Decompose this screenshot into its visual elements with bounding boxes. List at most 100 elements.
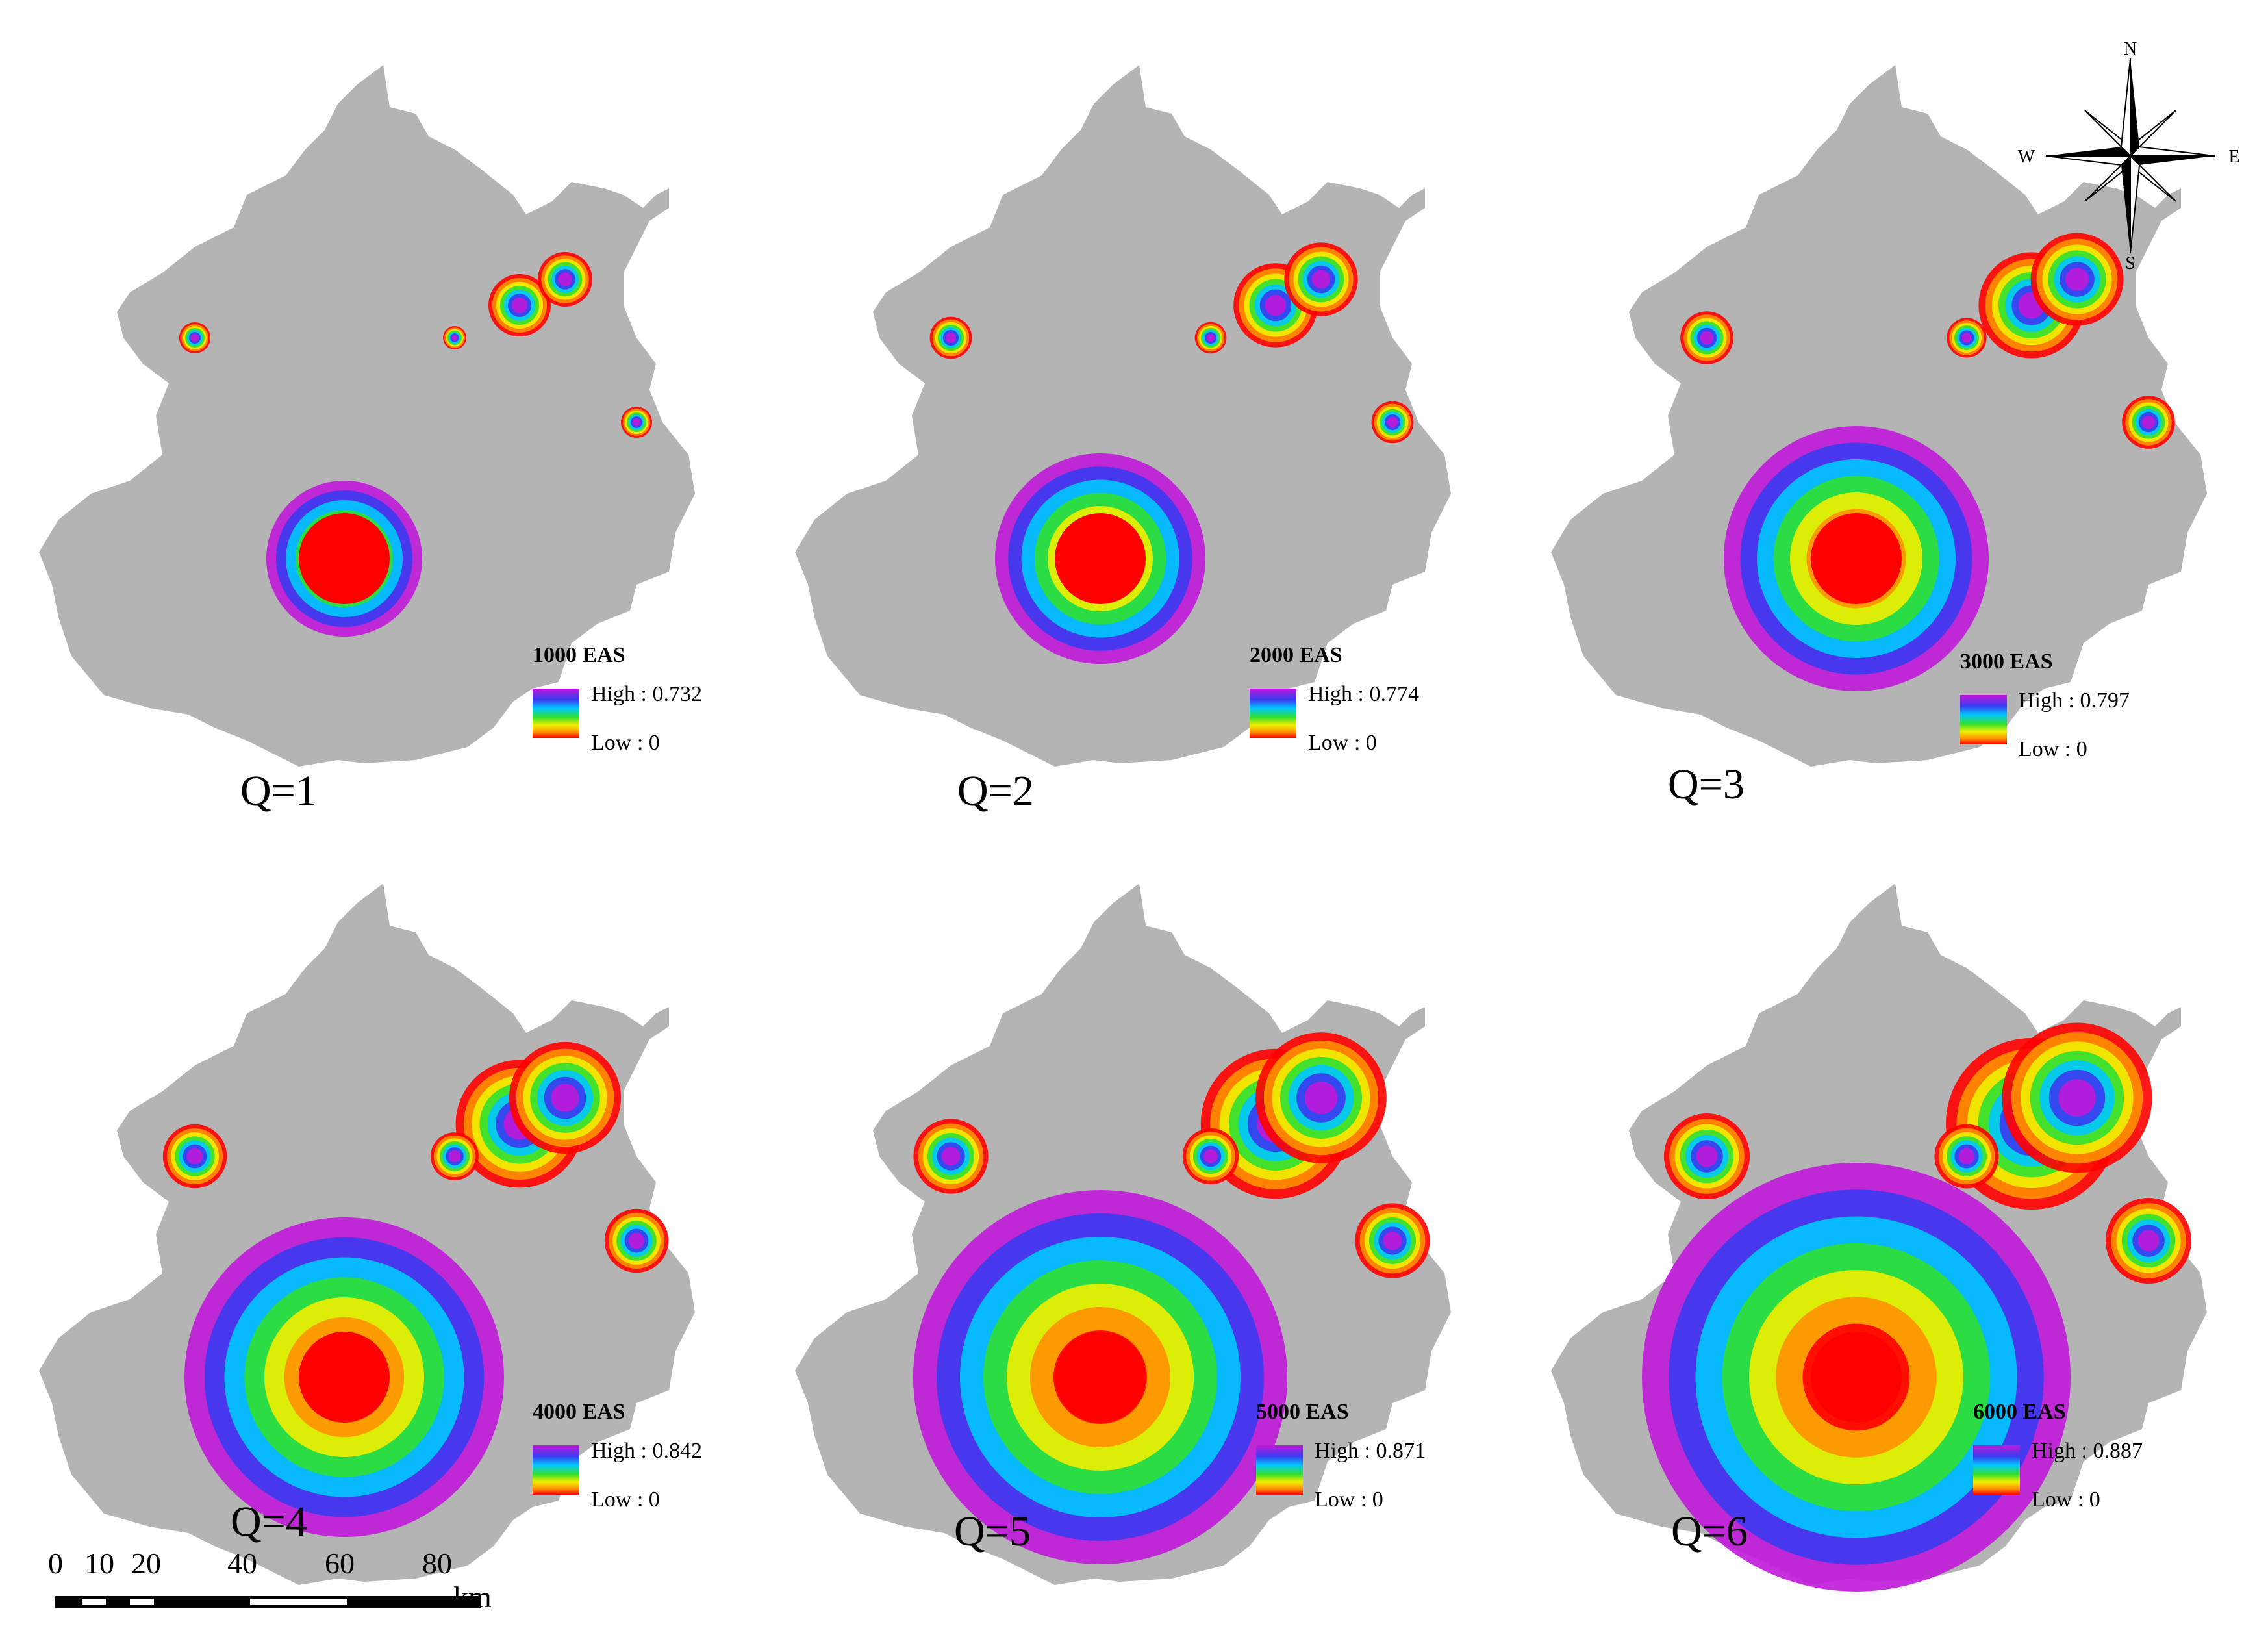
accessibility-hotspot <box>451 335 458 341</box>
accessibility-hotspot <box>448 1150 461 1163</box>
legend: 6000 EAS High : 0.887 Low : 0 <box>1973 1400 2207 1530</box>
accessibility-hotspot <box>191 334 199 342</box>
accessibility-hotspot <box>1958 1148 1975 1165</box>
urban-core <box>1811 513 1902 604</box>
region-map <box>39 883 695 1585</box>
accessibility-hotspot <box>551 1084 579 1112</box>
urban-core <box>299 1332 390 1423</box>
scale-tick: 80 <box>422 1547 452 1580</box>
map-layer <box>39 883 695 1585</box>
accessibility-hotspot <box>2141 415 2156 429</box>
panel-label: Q=6 <box>1671 1508 1748 1555</box>
color-ramp <box>533 1445 579 1495</box>
panel-label: Q=3 <box>1668 761 1745 808</box>
scale-tick: 10 <box>84 1547 114 1580</box>
scale-tick: 40 <box>227 1547 257 1580</box>
legend-title: 6000 EAS <box>1973 1400 2066 1424</box>
map-panel-q3: Q=3 3000 EAS High : 0.797 Low : 0 <box>1512 0 2268 818</box>
accessibility-hotspot <box>186 1148 203 1165</box>
urban-core <box>1811 1332 1902 1423</box>
scale-tick: 20 <box>131 1547 161 1580</box>
panel-label: Q=1 <box>240 767 317 815</box>
region-outline <box>795 65 1451 767</box>
region-outline <box>1551 65 2207 767</box>
legend-low: Low : 0 <box>591 731 660 755</box>
legend-title: 1000 EAS <box>533 643 625 667</box>
region-outline <box>39 65 695 767</box>
legend-low: Low : 0 <box>591 1488 660 1512</box>
map-panel-q6: Q=6 6000 EAS High : 0.887 Low : 0 <box>1512 818 2268 1637</box>
compass-rose-icon: N S E W <box>2018 39 2240 273</box>
scale-tick: 0 <box>48 1547 63 1580</box>
region-map <box>1551 65 2207 767</box>
accessibility-hotspot <box>1304 1081 1338 1115</box>
legend-title: 4000 EAS <box>533 1400 625 1424</box>
color-ramp <box>1960 695 2007 744</box>
accessibility-hotspot <box>1206 333 1215 342</box>
accessibility-hotspot <box>2137 1230 2160 1252</box>
accessibility-hotspot <box>633 418 640 426</box>
accessibility-hotspot <box>628 1232 645 1249</box>
color-ramp <box>1256 1445 1303 1495</box>
scale-bar: 0 10 20 40 60 80 km <box>39 1546 533 1631</box>
legend-low: Low : 0 <box>1315 1488 1383 1512</box>
accessibility-hotspot <box>1383 1231 1402 1250</box>
color-ramp <box>1250 689 1296 738</box>
accessibility-hotspot <box>558 272 572 286</box>
urban-core <box>1055 1332 1146 1423</box>
legend-high: High : 0.797 <box>2019 689 2130 713</box>
color-ramp <box>533 689 579 738</box>
legend: 4000 EAS High : 0.842 Low : 0 <box>533 1400 766 1530</box>
color-ramp <box>1973 1445 2020 1495</box>
accessibility-hotspot <box>2065 268 2089 291</box>
map-panel-q4: Q=4 4000 EAS High : 0.842 Low : 0 <box>0 818 756 1637</box>
region-map <box>795 883 1451 1585</box>
map-layer <box>1551 65 2207 767</box>
legend-low: Low : 0 <box>1308 731 1377 755</box>
legend-title: 2000 EAS <box>1250 643 1342 667</box>
accessibility-hotspot <box>1387 416 1398 428</box>
compass-north: N <box>2124 39 2137 59</box>
scale-bar-graphic <box>55 1596 481 1608</box>
region-map <box>795 65 1451 767</box>
legend-high: High : 0.871 <box>1315 1439 1426 1463</box>
panel-label: Q=2 <box>957 767 1034 815</box>
legend-high: High : 0.842 <box>591 1439 702 1463</box>
compass-east: E <box>2228 147 2239 167</box>
legend: 5000 EAS High : 0.871 Low : 0 <box>1256 1400 1490 1530</box>
legend-low: Low : 0 <box>2019 737 2087 761</box>
legend: 3000 EAS High : 0.797 Low : 0 <box>1960 650 2194 780</box>
region-map <box>1551 883 2207 1592</box>
accessibility-hotspot <box>1700 331 1714 345</box>
compass-west: W <box>2018 147 2035 167</box>
scale-unit: km <box>453 1580 492 1614</box>
map-panel-q5: Q=5 5000 EAS High : 0.871 Low : 0 <box>756 818 1512 1637</box>
legend-high: High : 0.887 <box>2032 1439 2143 1463</box>
accessibility-hotspot <box>1311 270 1331 289</box>
scale-tick: 60 <box>325 1547 355 1580</box>
accessibility-hotspot <box>1696 1145 1718 1167</box>
legend-title: 3000 EAS <box>1960 650 2053 674</box>
map-layer <box>795 883 1451 1585</box>
urban-core <box>1055 513 1146 604</box>
accessibility-hotspot <box>1203 1149 1218 1163</box>
compass-south: S <box>2125 253 2136 273</box>
accessibility-hotspot <box>941 1147 961 1166</box>
legend: 1000 EAS High : 0.732 Low : 0 <box>533 643 766 773</box>
legend-high: High : 0.732 <box>591 682 702 706</box>
map-layer <box>1551 883 2207 1592</box>
urban-core <box>299 513 390 604</box>
legend-low: Low : 0 <box>2032 1488 2100 1512</box>
panel-label: Q=5 <box>954 1508 1031 1555</box>
region-map <box>39 65 695 767</box>
legend: 2000 EAS High : 0.774 Low : 0 <box>1250 643 1483 773</box>
legend-high: High : 0.774 <box>1308 682 1419 706</box>
accessibility-hotspot <box>1961 333 1972 343</box>
map-panel-q1: Q=1 1000 EAS High : 0.732 Low : 0 <box>0 0 756 818</box>
map-layer <box>795 65 1451 767</box>
accessibility-hotspot <box>2058 1079 2096 1117</box>
accessibility-hotspot <box>1265 294 1287 316</box>
accessibility-hotspot <box>945 332 957 344</box>
map-panel-q2: Q=2 2000 EAS High : 0.774 Low : 0 <box>756 0 1512 818</box>
